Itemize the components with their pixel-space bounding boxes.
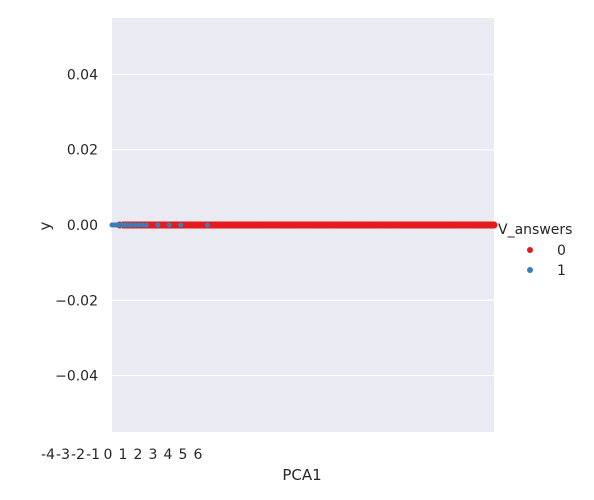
x-tick-label: 0 — [104, 447, 113, 463]
x-tick-label: -1 — [86, 447, 100, 463]
x-tick-label: -4 — [41, 447, 55, 463]
data-point-0 — [291, 221, 299, 229]
x-tick-label: -2 — [71, 447, 85, 463]
data-point-0 — [184, 221, 192, 229]
data-points — [109, 221, 498, 229]
x-tick-label: 5 — [179, 447, 188, 463]
x-tick-label: 2 — [134, 447, 143, 463]
data-point-1 — [166, 222, 172, 228]
data-point-0 — [482, 221, 490, 229]
x-tick-label: 1 — [119, 447, 128, 463]
data-point-0 — [433, 221, 441, 229]
y-tick-label: 0.04 — [67, 67, 98, 83]
data-point-1 — [143, 222, 149, 228]
x-tick-labels: -4 -3 -2 -1 0 1 2 3 4 5 6 — [41, 447, 203, 463]
data-point-0 — [330, 221, 338, 229]
data-point-0 — [307, 221, 315, 229]
data-point-0 — [356, 221, 364, 229]
x-tick-label: 4 — [164, 447, 173, 463]
legend-title: V_answers — [498, 222, 572, 238]
data-point-0 — [318, 221, 326, 229]
data-point-0 — [261, 221, 269, 229]
x-tick-label: -3 — [56, 447, 70, 463]
data-point-0 — [452, 221, 460, 229]
data-point-0 — [375, 221, 383, 229]
data-point-0 — [146, 221, 154, 229]
data-point-0 — [471, 221, 479, 229]
y-tick-labels: 0.04 0.02 0.00 −0.02 −0.04 — [55, 67, 98, 384]
data-point-1 — [178, 222, 184, 228]
legend-label-0: 0 — [557, 243, 566, 259]
data-point-0 — [299, 221, 307, 229]
data-point-0 — [368, 221, 376, 229]
legend-marker-1 — [527, 267, 533, 273]
y-tick-label: 0.02 — [67, 143, 98, 159]
data-point-1 — [136, 222, 142, 228]
y-axis-label: y — [36, 221, 54, 230]
data-point-0 — [253, 221, 261, 229]
data-point-0 — [215, 221, 223, 229]
x-tick-label: 3 — [149, 447, 158, 463]
legend-label-1: 1 — [557, 263, 566, 279]
data-point-1 — [205, 222, 210, 228]
data-point-0 — [242, 221, 250, 229]
y-tick-label: −0.04 — [55, 369, 98, 385]
data-point-0 — [459, 221, 467, 229]
data-point-0 — [280, 221, 288, 229]
data-point-0 — [406, 221, 414, 229]
y-tick-label: −0.02 — [55, 293, 98, 309]
data-point-0 — [192, 221, 200, 229]
data-point-0 — [337, 221, 345, 229]
data-point-0 — [268, 221, 276, 229]
data-point-0 — [421, 221, 429, 229]
legend-marker-0 — [527, 247, 533, 253]
data-point-0 — [230, 221, 238, 229]
y-tick-label: 0.00 — [67, 218, 98, 234]
data-point-0 — [414, 221, 422, 229]
data-point-1 — [128, 222, 134, 228]
data-point-0 — [223, 221, 231, 229]
data-point-1 — [132, 222, 138, 228]
data-point-0 — [383, 221, 391, 229]
x-tick-label: 6 — [194, 447, 203, 463]
data-point-0 — [490, 221, 498, 229]
legend: V_answers 0 1 — [498, 222, 572, 279]
data-point-1 — [155, 222, 161, 228]
data-point-0 — [395, 221, 402, 229]
x-axis-label: PCA1 — [282, 466, 321, 484]
data-point-0 — [345, 221, 353, 229]
data-point-0 — [444, 221, 452, 229]
data-point-1 — [140, 222, 146, 228]
